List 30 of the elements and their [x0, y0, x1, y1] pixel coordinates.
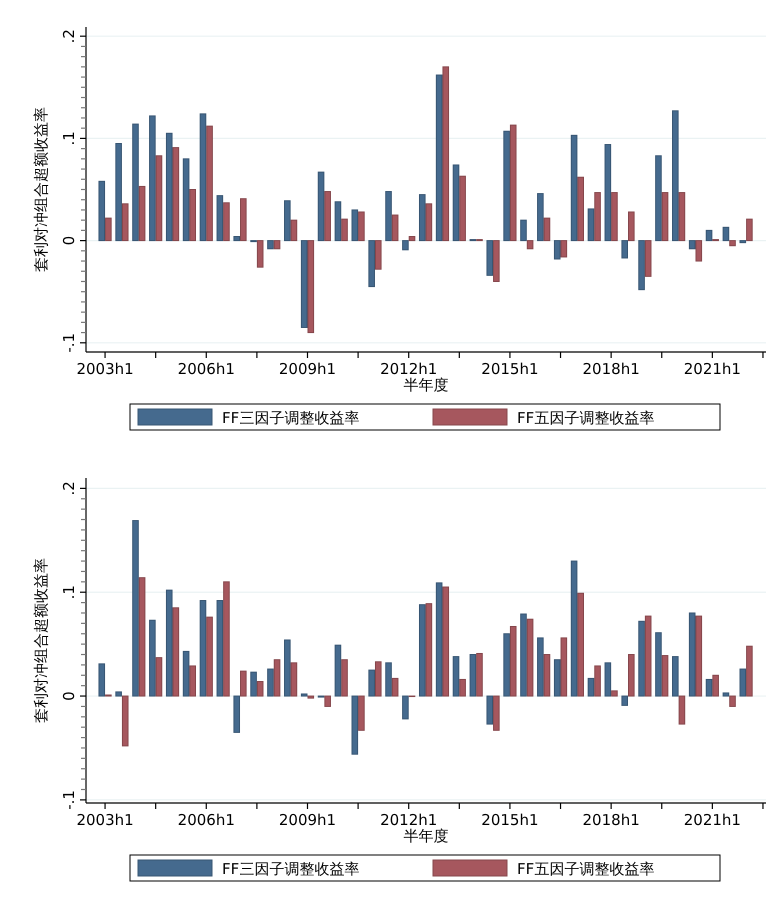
- legend-label: FF五因子调整收益率: [517, 860, 654, 878]
- ytick: 0: [60, 691, 78, 701]
- xtick: 2021h1: [684, 811, 741, 829]
- xtick: 2015h1: [481, 360, 539, 378]
- xlabel: 半年度: [404, 827, 448, 845]
- legend-label: FF三因子调整收益率: [222, 409, 360, 427]
- ytick: .1: [60, 131, 78, 146]
- ylabel: 套利对冲组合超额收益率: [32, 107, 50, 272]
- xtick: 2006h1: [178, 360, 235, 378]
- xtick: 2021h1: [684, 360, 741, 378]
- xlabel: 半年度: [404, 376, 448, 394]
- xtick: 2009h1: [278, 360, 336, 378]
- ytick: 0: [60, 236, 78, 246]
- xtick: 2012h1: [380, 811, 438, 829]
- xtick: 2018h1: [582, 811, 640, 829]
- xtick: 2003h1: [76, 360, 134, 378]
- ytick: .1: [60, 585, 78, 600]
- xtick: 2003h1: [76, 811, 134, 829]
- ylabel: 套利对冲组合超额收益率: [32, 558, 50, 723]
- legend-label: FF三因子调整收益率: [222, 860, 360, 878]
- ytick: -.1: [60, 332, 78, 353]
- xtick: 2015h1: [481, 811, 539, 829]
- ytick: .2: [60, 29, 78, 44]
- xtick: 2018h1: [582, 360, 640, 378]
- xtick: 2006h1: [178, 811, 235, 829]
- ytick: .2: [60, 481, 78, 496]
- xtick: 2009h1: [278, 811, 336, 829]
- legend-label: FF五因子调整收益率: [517, 409, 654, 427]
- xtick: 2012h1: [380, 360, 438, 378]
- ytick: -.1: [60, 790, 78, 810]
